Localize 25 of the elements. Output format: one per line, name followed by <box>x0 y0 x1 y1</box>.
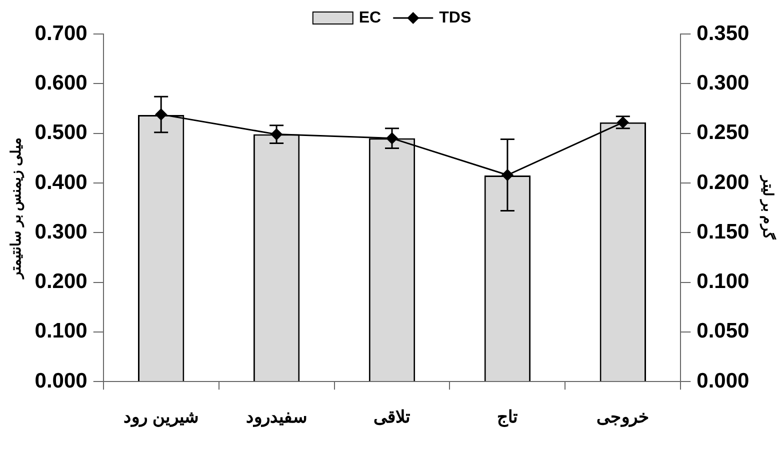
y2-tick-label: 0.100 <box>696 270 750 294</box>
x-tick-label: شیرین رود <box>124 407 198 428</box>
legend-label: TDS <box>439 9 472 26</box>
x-tick-label: تاج <box>496 407 518 428</box>
y2-tick-label: 0.350 <box>696 22 750 45</box>
y-tick-label: 0.600 <box>34 71 88 94</box>
y-tick-label: 0.200 <box>34 270 88 294</box>
x-tick-label: تلاقی <box>374 407 410 426</box>
y2-tick-label: 0.200 <box>696 170 750 194</box>
y-tick-label: 0.700 <box>34 22 88 45</box>
y-tick-label: 0.400 <box>34 170 88 194</box>
y-tick-label: 0.100 <box>34 320 88 343</box>
y2-tick-label: 0.150 <box>696 220 750 244</box>
y2-tick-label: 0.250 <box>696 121 750 144</box>
x-tick-label: خروجی <box>596 407 650 428</box>
y-tick-label: 0.500 <box>34 121 88 144</box>
y2-axis-title: گرم بر لیتر <box>760 174 777 240</box>
y2-tick-label: 0.300 <box>696 71 750 94</box>
y2-tick-label: 0.000 <box>696 369 750 392</box>
y2-tick-label: 0.050 <box>696 320 750 343</box>
legend-label: EC <box>358 9 382 26</box>
y-tick-label: 0.000 <box>34 369 88 392</box>
x-tick-label: سفیدرود <box>246 407 308 428</box>
y-axis-title: میلی زیمنس بر سانتیمتر <box>7 136 24 280</box>
y-tick-label: 0.300 <box>34 220 88 244</box>
